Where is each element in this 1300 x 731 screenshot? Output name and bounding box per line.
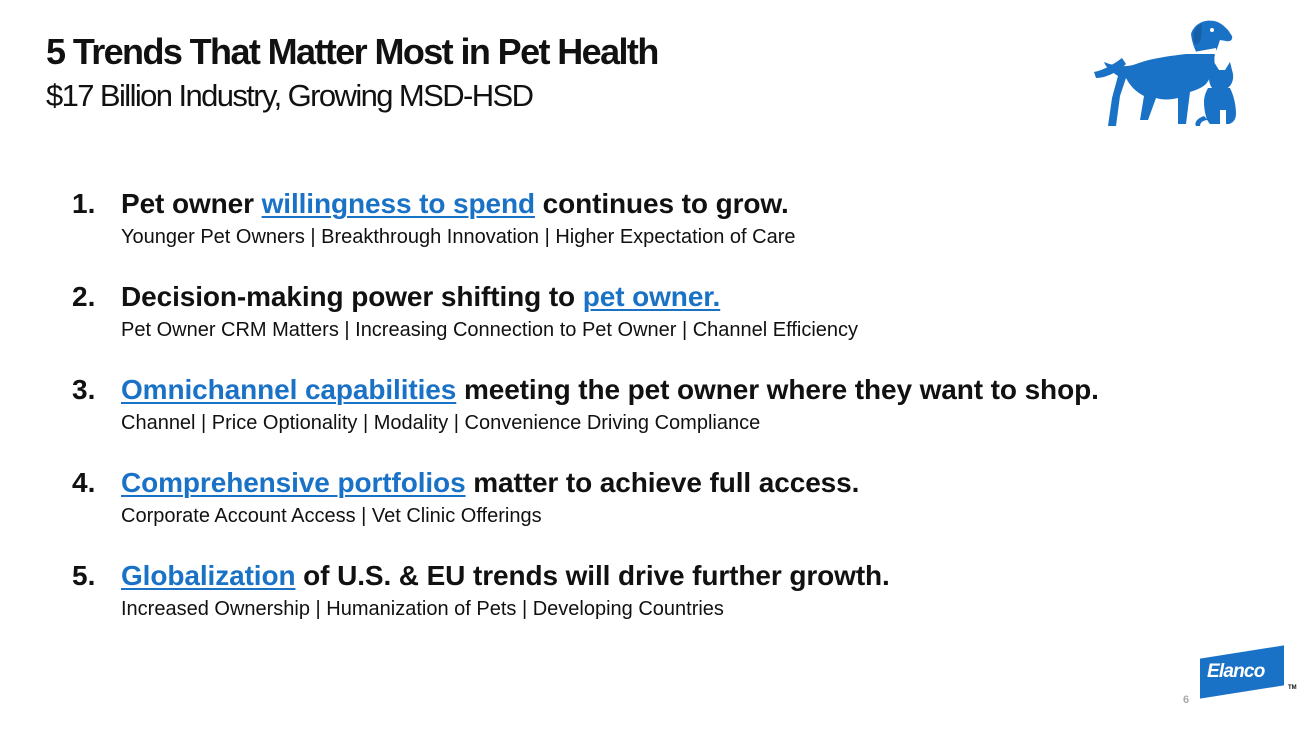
trend-subpoints: Increased Ownership | Humanization of Pe… — [121, 598, 724, 620]
trend-subpoints: Younger Pet Owners | Breakthrough Innova… — [121, 226, 796, 248]
trend-heading-text: of U.S. & EU trends will drive further g… — [295, 560, 890, 591]
trend-heading-text: meeting the pet owner where they want to… — [456, 374, 1099, 405]
page-number: 6 — [1183, 694, 1190, 706]
elanco-logo: Elanco TM — [1200, 645, 1298, 699]
trend-heading: Omnichannel capabilities meeting the pet… — [121, 372, 1099, 408]
trend-item: 5. Globalization of U.S. & EU trends wil… — [72, 558, 1292, 651]
slide-title: 5 Trends That Matter Most in Pet Health — [46, 31, 659, 72]
trend-number: 4. — [72, 467, 96, 498]
trend-heading: Globalization of U.S. & EU trends will d… — [121, 558, 890, 594]
trend-subpoints: Pet Owner CRM Matters | Increasing Conne… — [121, 319, 859, 341]
trend-list: 1. Pet owner willingness to spend contin… — [72, 186, 1292, 651]
trend-highlight-link[interactable]: Globalization — [121, 560, 296, 591]
trend-heading-text: continues to grow. — [534, 188, 789, 219]
trend-item: 3. Omnichannel capabilities meeting the … — [72, 372, 1292, 465]
trend-item: 2. Decision-making power shifting to pet… — [72, 279, 1292, 372]
trend-heading: Decision-making power shifting to pet ow… — [121, 279, 720, 315]
trademark-symbol: TM — [1288, 685, 1297, 691]
dog-and-cat-icon — [1094, 20, 1236, 126]
trend-item: 4. Comprehensive portfolios matter to ac… — [72, 465, 1292, 558]
trend-heading-text: Decision-making power shifting to — [121, 281, 583, 312]
trend-heading: Comprehensive portfolios matter to achie… — [121, 465, 859, 501]
trend-highlight-link[interactable]: pet owner. — [582, 281, 721, 312]
trend-highlight-link[interactable]: Omnichannel capabilities — [121, 374, 457, 405]
trend-item: 1. Pet owner willingness to spend contin… — [72, 186, 1292, 279]
elanco-wordmark: Elanco — [1207, 661, 1265, 682]
trend-subpoints: Corporate Account Access | Vet Clinic Of… — [121, 505, 542, 527]
trend-heading: Pet owner willingness to spend continues… — [121, 186, 789, 222]
trend-number: 3. — [72, 374, 96, 405]
trend-subpoints: Channel | Price Optionality | Modality |… — [121, 412, 761, 434]
trend-number: 5. — [72, 560, 96, 591]
trend-highlight-link[interactable]: Comprehensive portfolios — [121, 467, 466, 498]
trend-heading-text: Pet owner — [121, 188, 262, 219]
dog-eye — [1210, 28, 1214, 32]
trend-heading-text: matter to achieve full access. — [465, 467, 860, 498]
trend-number: 1. — [72, 188, 96, 219]
slide-subtitle: $17 Billion Industry, Growing MSD-HSD — [46, 78, 534, 113]
trend-highlight-link[interactable]: willingness to spend — [261, 188, 535, 219]
trend-number: 2. — [72, 281, 96, 312]
